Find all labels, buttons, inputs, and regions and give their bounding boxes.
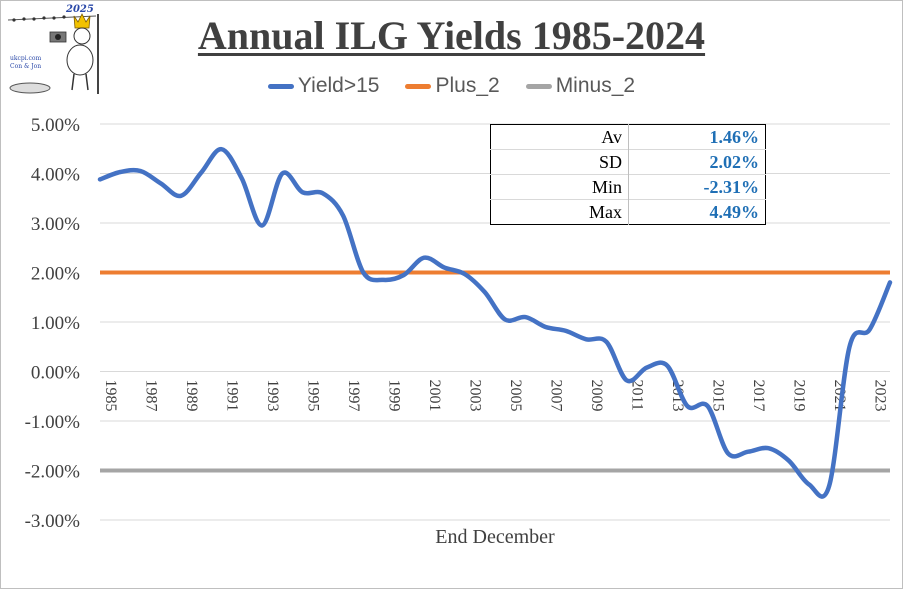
x-tick-label: 2009 (588, 380, 605, 412)
x-tick-label: 1989 (183, 380, 200, 412)
x-tick-label: 2013 (669, 380, 686, 412)
y-tick-label: -1.00% (25, 412, 81, 433)
x-tick-label: 2015 (710, 380, 727, 412)
x-tick-label: 2023 (872, 380, 889, 412)
x-tick-label: 2001 (426, 380, 443, 412)
x-tick-label: 1997 (345, 380, 362, 412)
x-tick-label: 2017 (750, 380, 767, 412)
x-tick-label: 1991 (224, 380, 241, 412)
stats-value-min: -2.31% (628, 174, 766, 200)
x-tick-label: 2003 (467, 380, 484, 412)
x-tick-label: 1999 (386, 380, 403, 412)
legend-swatch-yield (267, 83, 294, 89)
y-tick-label: 0.00% (31, 363, 80, 384)
stats-label-max: Max (490, 199, 629, 225)
stats-value-sd: 2.02% (628, 149, 766, 175)
logo-caption-line1: ukcpi.com (10, 55, 42, 62)
series-line-yield (97, 146, 893, 499)
logo-caption-line2: Con & Jon (10, 63, 41, 70)
y-tick-label: 4.00% (31, 165, 80, 186)
y-tick-label: -2.00% (25, 462, 81, 483)
logo: 2025 ukcpi.com Con & Jon (7, 4, 99, 94)
stats-row-average: Av 1.46% (490, 124, 766, 150)
x-axis-title: End December (435, 526, 555, 548)
x-tick-label: 2007 (548, 380, 565, 412)
x-tick-label: 1993 (264, 380, 281, 412)
legend-item-plus2: Plus_2 (405, 74, 500, 98)
chart-title: Annual ILG Yields 1985-2024 (197, 13, 706, 58)
x-tick-label: 1987 (143, 380, 160, 412)
y-tick-label: 2.00% (31, 264, 80, 285)
legend: Yield>15 Plus_2 Minus_2 (0, 74, 903, 98)
x-tick-label: 2011 (629, 380, 646, 411)
stats-row-min: Min -2.31% (490, 174, 766, 200)
legend-item-minus2: Minus_2 (525, 74, 636, 98)
legend-swatch-plus2 (405, 83, 432, 89)
stats-value-average: 1.46% (709, 126, 760, 147)
y-tick-label: 1.00% (31, 313, 80, 334)
logo-year: 2025 (65, 4, 94, 15)
x-tick-label: 2005 (507, 380, 524, 412)
stats-value-max: 4.49% (628, 199, 766, 225)
legend-swatch-minus2 (525, 83, 552, 89)
stats-row-sd: SD 2.02% (490, 149, 766, 175)
x-tick-label: 1995 (305, 380, 322, 412)
stats-label-average: Av (490, 124, 629, 150)
stats-table: Av 1.46% SD 2.02% Min -2.31% Max 4.49% (490, 124, 766, 225)
legend-label-minus2: Minus_2 (555, 74, 636, 97)
legend-label-plus2: Plus_2 (435, 74, 500, 97)
x-tick-label: 2019 (791, 380, 808, 412)
stats-row-max: Max 4.49% (490, 199, 766, 225)
x-tick-label: 1985 (102, 380, 119, 412)
y-tick-label: 5.00% (31, 115, 80, 136)
legend-item-yield: Yield>15 (267, 74, 380, 98)
stats-label-sd: SD (490, 149, 629, 175)
y-tick-label: -3.00% (25, 511, 81, 532)
stats-label-min: Min (490, 174, 629, 200)
legend-label-yield: Yield>15 (297, 74, 380, 97)
y-tick-label: 3.00% (31, 214, 80, 235)
